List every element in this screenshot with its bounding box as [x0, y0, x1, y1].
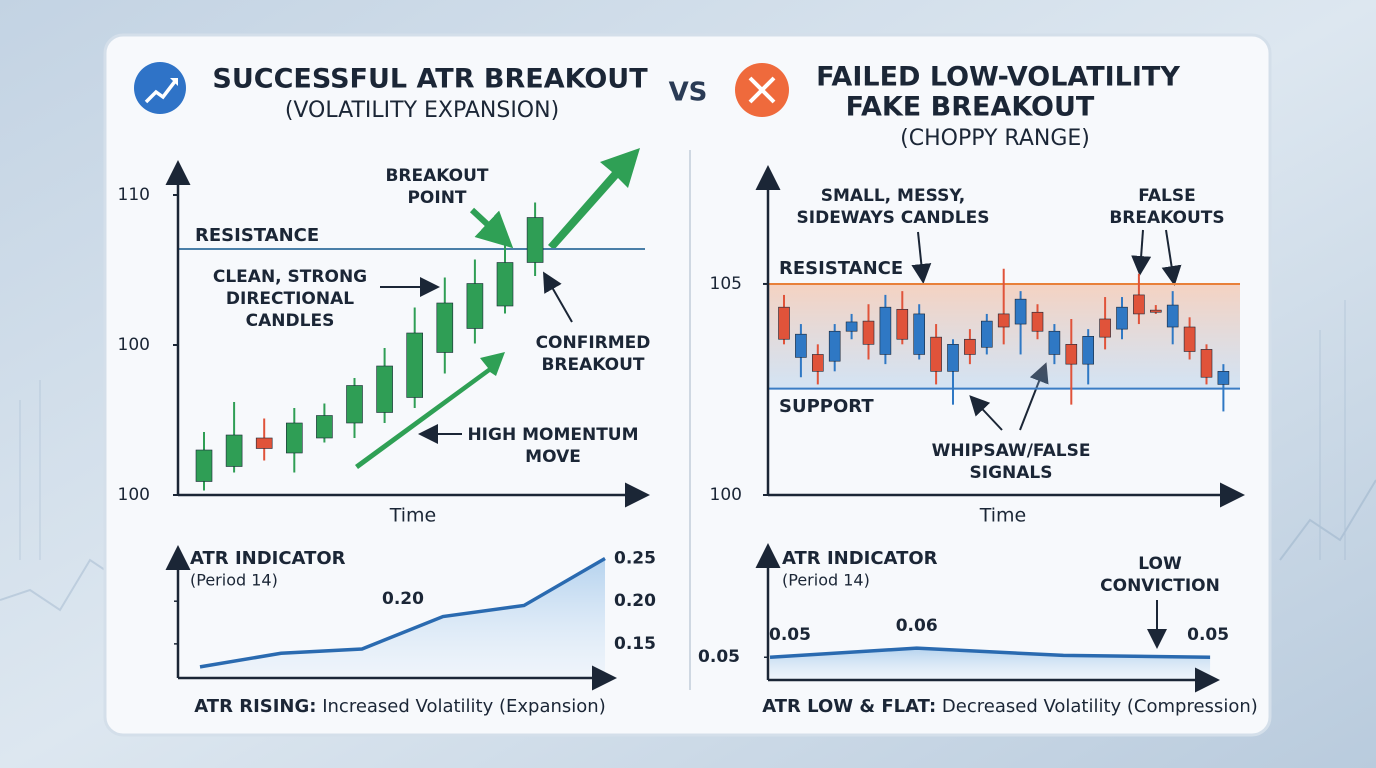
atr-line: [199, 557, 606, 669]
y-tick-label: 100: [710, 485, 742, 505]
candle-body: [1116, 306, 1128, 330]
annotation: DIRECTIONAL: [226, 289, 354, 309]
annotation: LOW: [1138, 554, 1182, 574]
candle-body: [1082, 335, 1094, 365]
candle-body: [1150, 309, 1162, 313]
candle-body: [496, 262, 514, 307]
candle-body: [896, 308, 909, 340]
annotation: SIGNALS: [970, 463, 1053, 483]
x-axis-label: Time: [389, 505, 437, 527]
candle-body: [1048, 330, 1061, 355]
candle-body: [930, 336, 942, 372]
right-icon: [735, 63, 789, 117]
annotation: BREAKOUTS: [1109, 208, 1224, 228]
candle-body: [1014, 298, 1027, 325]
left-icon: [134, 62, 186, 114]
panel-title: FAKE BREAKOUT: [846, 92, 1095, 123]
candle-body: [1200, 349, 1213, 378]
annotation: POINT: [407, 188, 466, 208]
candle-body: [1217, 371, 1230, 385]
annotation: MOVE: [525, 447, 581, 467]
candle-body: [879, 306, 892, 355]
value-label: 0.06: [896, 616, 938, 636]
footer-text: Decreased Volatility (Compression): [942, 696, 1258, 717]
candle-body: [376, 365, 393, 413]
panel-title: FAILED LOW-VOLATILITY: [816, 62, 1180, 93]
candle-body: [346, 385, 363, 424]
atr-line: [769, 646, 1211, 659]
y-tick-label: 105: [710, 274, 742, 294]
annotation: 0.20: [382, 589, 424, 609]
candle-body: [828, 330, 841, 362]
panel-title: SUCCESSFUL ATR BREAKOUT: [212, 64, 648, 95]
annotation: CONVICTION: [1100, 576, 1220, 596]
candle-body: [1166, 304, 1179, 328]
annotation: CLEAN, STRONG: [213, 267, 367, 287]
candle-body: [1031, 311, 1044, 332]
atr-area: [200, 558, 605, 678]
footer-text: Increased Volatility (Expansion): [322, 696, 606, 717]
y-tick-label: 100: [118, 335, 150, 355]
candle-body: [811, 354, 824, 372]
annotation: HIGH MOMENTUM: [467, 425, 638, 445]
candle-body: [285, 422, 303, 454]
chart-title: ATR INDICATOR: [782, 548, 938, 569]
candle-body: [466, 283, 484, 329]
value-label: 0.05: [769, 625, 811, 645]
candle-body: [195, 449, 213, 482]
candle-body: [436, 302, 454, 353]
y-tick-label: 0.25: [614, 549, 656, 569]
candle-body: [947, 344, 959, 372]
annotation: FALSE: [1138, 186, 1196, 206]
x-axis-label: Time: [979, 505, 1027, 527]
vs-label: VS: [669, 78, 708, 108]
annotation: SMALL, MESSY,: [821, 186, 966, 206]
candle-body: [913, 313, 926, 355]
candle-body: [980, 320, 993, 348]
panel-subtitle: (VOLATILITY EXPANSION): [285, 98, 559, 123]
annotation: BREAKOUT: [541, 355, 644, 375]
footer-label: ATR RISING:: [194, 696, 316, 717]
level-label: RESISTANCE: [779, 258, 903, 279]
candle-body: [255, 437, 273, 449]
chart-subtitle: (Period 14): [782, 571, 870, 590]
level-label: SUPPORT: [779, 396, 874, 417]
annotation: WHIPSAW/FALSE: [932, 441, 1091, 461]
footer-label: ATR LOW & FLAT:: [762, 696, 936, 717]
candle-body: [778, 306, 790, 340]
annotation: SIDEWAYS CANDLES: [797, 208, 990, 228]
panel-footer: ATR LOW & FLAT: Decreased Volatility (Co…: [762, 696, 1258, 717]
candle-body: [526, 217, 544, 263]
candle-body: [1133, 294, 1145, 315]
chart-title: ATR INDICATOR: [190, 548, 346, 569]
y-tick-label: 0.20: [614, 591, 656, 611]
annotation: BREAKOUT: [385, 166, 488, 186]
candle-body: [406, 332, 424, 398]
candle-body: [316, 415, 333, 439]
candle-body: [862, 320, 875, 345]
annotation-arrows: [355, 148, 1182, 649]
candle-body: [845, 321, 858, 332]
y-tick-label: 100: [118, 485, 150, 505]
value-label: 0.05: [1187, 625, 1229, 645]
y-tick-label: 0.05: [698, 647, 740, 667]
candle-body: [964, 338, 976, 355]
card: [103, 33, 1272, 737]
candle-body: [1183, 326, 1196, 352]
candle-body: [1099, 318, 1111, 338]
candle-body: [1065, 344, 1078, 365]
panel-footer: ATR RISING: Increased Volatility (Expans…: [194, 696, 605, 717]
panel-subtitle: (CHOPPY RANGE): [900, 126, 1090, 151]
level-label: RESISTANCE: [195, 225, 319, 246]
candle-body: [795, 333, 807, 358]
y-tick-label: 110: [118, 185, 150, 205]
candle-body: [225, 434, 243, 467]
candle-body: [997, 313, 1010, 328]
chart-subtitle: (Period 14): [190, 571, 278, 590]
annotation: CANDLES: [246, 311, 335, 331]
annotation: CONFIRMED: [536, 333, 651, 353]
y-tick-label: 0.15: [614, 634, 656, 654]
